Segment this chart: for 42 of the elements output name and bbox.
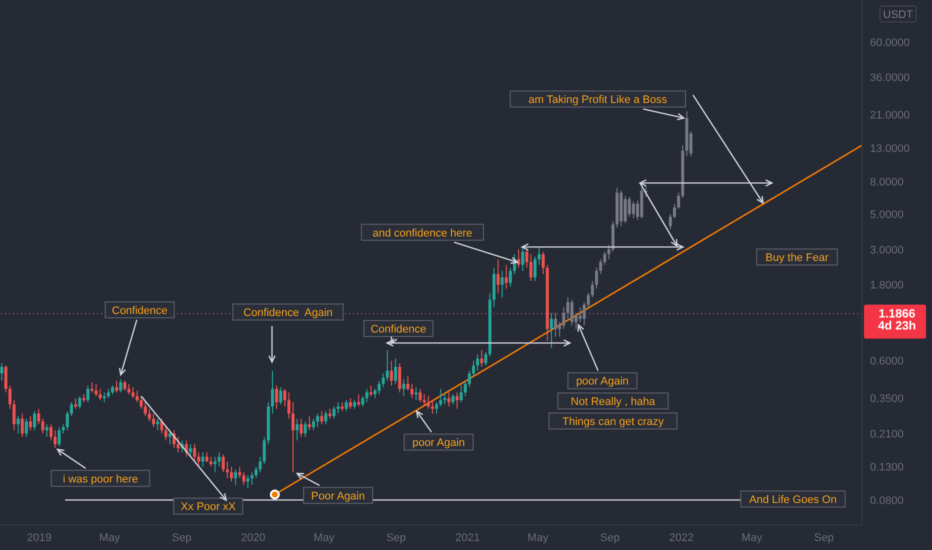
y-axis-title: USDT (883, 9, 914, 21)
x-tick-label: Sep (814, 532, 834, 544)
ref-line-label: 1.1866 (878, 306, 916, 321)
annotation: i was poor here (62, 473, 138, 486)
x-tick-label: May (528, 532, 549, 544)
x-tick-label: May (741, 532, 763, 544)
text: 4d 23h (878, 318, 916, 333)
x-tick-label: Sep (386, 532, 406, 544)
y-tick-label: 60.0000 (870, 36, 910, 49)
x-tick-label: 2022 (669, 532, 694, 544)
y-tick-label: 3.0000 (870, 244, 904, 256)
annotation: Confidence (112, 304, 168, 317)
y-tick-label: 1.8000 (870, 280, 904, 292)
annotation: and confidence here (372, 227, 472, 240)
y-tick-label: 0.3500 (870, 393, 904, 406)
x-tick-label: 2019 (27, 532, 52, 544)
annotation: Not Really , haha (570, 396, 656, 408)
y-tick-label: 21.0000 (870, 110, 910, 122)
y-tick-label: 0.0800 (870, 495, 904, 508)
x-tick-label: 2020 (240, 532, 266, 544)
annotation: Buy the Fear (766, 252, 829, 264)
annotation: poor Again (412, 437, 465, 450)
y-tick-label: 36.0000 (870, 72, 910, 84)
y-tick-label: 13.0000 (870, 142, 910, 155)
annotation: Xx Poor xX (180, 501, 236, 514)
x-tick-label: Sep (172, 532, 192, 544)
annotation: And Life Goes On (749, 494, 837, 506)
y-tick-label: 5.0000 (870, 208, 904, 221)
annotation: poor Again (576, 376, 629, 388)
y-tick-label: 0.6000 (870, 356, 904, 368)
y-tick-label: 0.1300 (870, 462, 904, 474)
annotation: Things can get crazy (562, 416, 664, 428)
annotation: Confidence (370, 324, 426, 336)
y-tick-label: 0.2100 (870, 428, 904, 440)
x-tick-label: May (99, 532, 120, 544)
annotation: Poor Again (311, 490, 366, 502)
annotation: Confidence Again (243, 307, 333, 319)
annotation: am Taking Profit Like a Boss (528, 94, 668, 106)
y-tick-label: 8.0000 (870, 176, 904, 188)
x-tick-label: 2021 (455, 532, 480, 544)
x-tick-label: May (314, 532, 335, 544)
x-tick-label: Sep (600, 532, 620, 544)
